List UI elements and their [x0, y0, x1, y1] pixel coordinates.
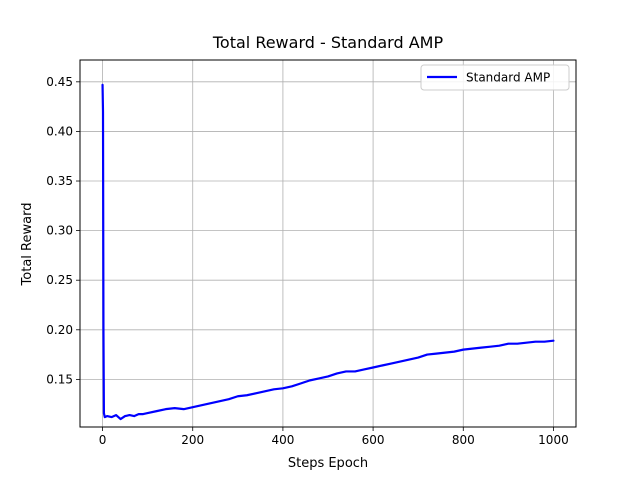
y-tick-label: 0.35 — [46, 174, 73, 188]
legend-label: Standard AMP — [466, 71, 550, 85]
x-tick-label: 0 — [99, 433, 107, 447]
x-axis: 0 200 400 600 800 1000 — [99, 427, 569, 447]
x-tick-label: 800 — [452, 433, 475, 447]
y-tick-label: 0.30 — [46, 224, 73, 238]
legend-box — [420, 64, 570, 91]
y-tick-label: 0.20 — [46, 323, 73, 337]
x-axis-label: Steps Epoch — [288, 456, 368, 471]
y-tick-label: 0.25 — [46, 273, 73, 287]
y-axis-label: Total Reward — [20, 203, 35, 287]
series-line — [101, 83, 555, 421]
x-tick-label: 200 — [181, 433, 204, 447]
y-tick-label: 0.15 — [46, 372, 73, 386]
y-tick-label: 0.40 — [46, 124, 73, 138]
x-tick-label: 1000 — [538, 433, 569, 447]
grid — [80, 60, 576, 427]
y-tick-label: 0.45 — [46, 75, 73, 89]
x-tick-label: 600 — [362, 433, 385, 447]
series-layer — [101, 83, 555, 421]
plot-frame — [79, 59, 577, 428]
y-axis: 0.15 0.20 0.25 0.30 0.35 0.40 0.45 — [46, 75, 80, 386]
chart-title: Total Reward - Standard AMP — [212, 33, 444, 52]
legend: Standard AMP — [420, 64, 570, 91]
x-tick-label: 400 — [271, 433, 294, 447]
